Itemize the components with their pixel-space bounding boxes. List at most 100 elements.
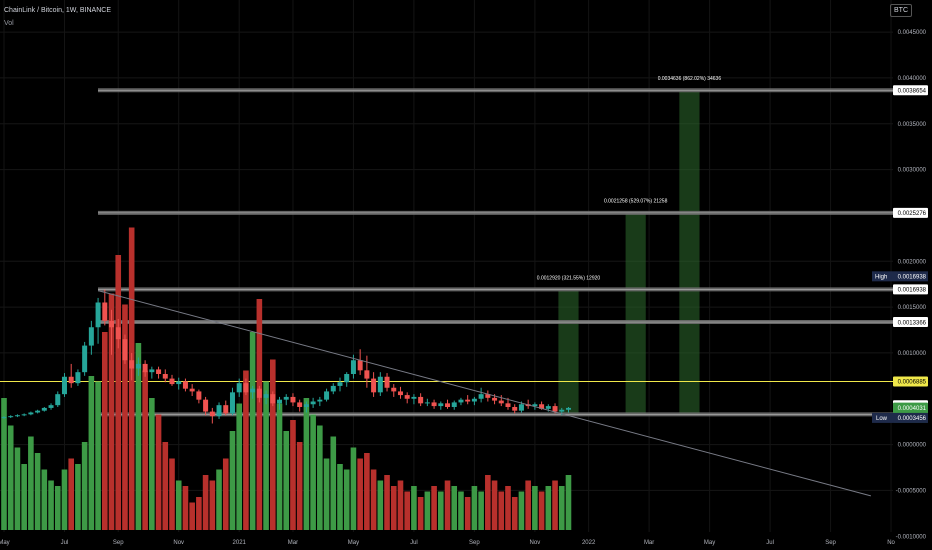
time-tick-label: May xyxy=(348,540,359,546)
candle-body xyxy=(82,345,88,373)
trendline[interactable] xyxy=(97,290,872,497)
volume-bar xyxy=(162,442,169,530)
time-axis-bg xyxy=(0,532,893,550)
volume-bar xyxy=(552,480,558,530)
volume-indicator-label[interactable]: Vol xyxy=(4,20,14,27)
candles xyxy=(1,289,571,424)
descending-trendline xyxy=(97,290,872,497)
candle-body xyxy=(182,381,188,389)
candle-body xyxy=(216,405,222,417)
candle-body xyxy=(75,372,81,384)
candle-body xyxy=(28,412,34,415)
candle-body xyxy=(8,416,14,418)
volume-bar xyxy=(303,398,310,530)
candle-body xyxy=(156,369,162,374)
volume-bar xyxy=(115,255,122,530)
volume-bar xyxy=(249,332,256,530)
time-tick-label: 2021 xyxy=(233,540,247,546)
candle-body xyxy=(169,378,175,385)
candle-body xyxy=(209,411,215,417)
candle-body xyxy=(102,302,108,321)
candle-body xyxy=(236,383,242,393)
time-axis[interactable]: May Jul Sep Nov 2021 Mar May Jul Sep Nov 2022 Mar Ma… xyxy=(0,532,896,550)
candle-body xyxy=(357,360,363,371)
measure-zone-label: 0.0034636 (862.02%) 34636 xyxy=(658,76,722,82)
volume-bar xyxy=(28,436,34,530)
volume-bar xyxy=(61,469,68,530)
candle-body xyxy=(256,388,262,398)
time-tick-label: Sep xyxy=(469,540,480,546)
volume-bar xyxy=(189,502,195,530)
candle-body xyxy=(431,402,437,407)
volume-bar xyxy=(323,458,330,530)
candle-body xyxy=(458,399,464,403)
volume-bar xyxy=(68,458,74,530)
candle-body xyxy=(35,410,41,413)
candle-body xyxy=(68,376,74,384)
volume-bar xyxy=(350,447,357,530)
time-tick-label: May xyxy=(0,540,10,546)
volume-bar xyxy=(451,486,458,530)
volume-bar xyxy=(464,497,471,530)
candle-body xyxy=(229,392,235,414)
candle-body xyxy=(438,403,444,407)
volume-bar xyxy=(222,458,229,530)
volume-bar xyxy=(505,486,511,530)
candle-body xyxy=(337,382,343,386)
price-tick-label: -0.0005000 xyxy=(896,488,927,494)
volume-bar xyxy=(14,447,21,530)
candle-body xyxy=(290,396,296,403)
volume-bar xyxy=(122,304,128,530)
measure-zone xyxy=(679,90,700,415)
volume-bar xyxy=(478,491,484,530)
volume-bar xyxy=(444,480,451,530)
volume-bar xyxy=(169,458,175,530)
volume-bar xyxy=(485,475,491,530)
candle-body xyxy=(411,396,417,399)
measure-zone xyxy=(558,290,579,415)
volume-bar xyxy=(525,480,531,530)
currency-badge[interactable]: BTC xyxy=(890,4,912,17)
volume-bar xyxy=(48,480,54,530)
volume-bar xyxy=(296,442,303,530)
measure-zone xyxy=(625,213,646,415)
candle-body xyxy=(263,394,269,398)
time-tick-label: Nov xyxy=(173,540,184,546)
volume-bar xyxy=(155,414,162,530)
candle-body xyxy=(539,404,545,409)
measure-zones: 0.0012920 (321.55%) 12920 0.0021258 (529.… xyxy=(537,76,722,415)
candle-body xyxy=(445,403,451,407)
volume-bar xyxy=(41,469,48,530)
candle-body xyxy=(485,394,491,398)
time-tick-label: Mar xyxy=(288,540,298,546)
volume-bar xyxy=(518,491,525,530)
candle-body xyxy=(397,391,403,396)
candle-body xyxy=(297,402,303,407)
candle-body xyxy=(223,405,229,414)
measure-zone-label: 0.0021258 (529.07%) 21258 xyxy=(604,199,668,205)
volume-bar xyxy=(216,469,222,530)
candle-body xyxy=(371,378,377,393)
candle-body xyxy=(424,402,430,404)
volume-bar xyxy=(276,403,283,530)
volume-bar xyxy=(88,376,95,530)
price-axis[interactable]: 0.0045000 0.0040000 0.0035000 0.0030000 0.00… xyxy=(872,0,932,550)
symbol-title[interactable]: ChainLink / Bitcoin, 1W, BINANCE xyxy=(4,7,111,14)
candle-body xyxy=(418,396,424,404)
candle-body xyxy=(277,399,283,404)
time-tick-label: May xyxy=(704,540,715,546)
candle-body xyxy=(48,405,54,408)
volume-bar xyxy=(142,370,148,530)
candle-body xyxy=(95,302,101,328)
candle-body xyxy=(41,407,47,411)
candle-body xyxy=(196,391,202,400)
price-tick-label: -0.0010000 xyxy=(896,534,927,540)
volume-bar xyxy=(95,381,101,530)
volume-bar xyxy=(81,442,88,530)
candle-body xyxy=(384,376,390,388)
candle-body xyxy=(404,395,410,399)
candle-body xyxy=(565,407,571,410)
candle-body xyxy=(391,387,397,392)
volume-bar xyxy=(498,491,505,530)
